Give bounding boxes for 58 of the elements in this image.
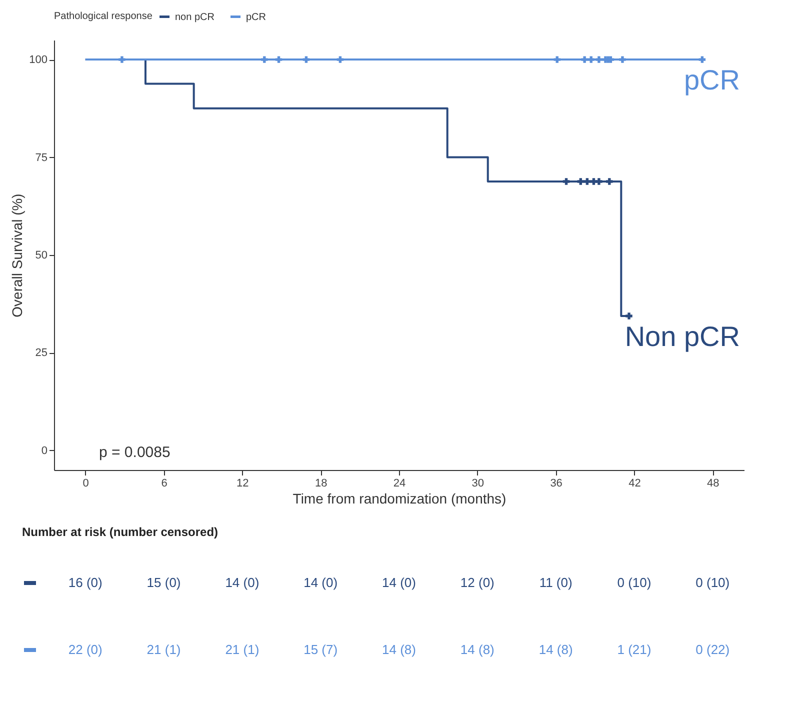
text: 14 (8) (382, 642, 416, 657)
x-tick-label: 18 (314, 478, 328, 490)
text: 11 (0) (539, 575, 572, 590)
y-axis-title: Overall Survival (%) (9, 194, 26, 318)
y-tick-label: 25 (35, 347, 48, 360)
x-tick-label: 36 (550, 478, 562, 490)
text: 14 (8) (538, 642, 573, 657)
x-tick-label: 24 (393, 478, 406, 490)
text: 0 (10) (617, 575, 652, 590)
x-tick-label: 0 (82, 478, 89, 490)
y-tick-label: 50 (35, 250, 48, 262)
point (581, 56, 588, 63)
x-tick-label: 12 (236, 478, 249, 490)
point (118, 56, 126, 63)
x-tick-label: 6 (161, 478, 168, 490)
text: 16 (0) (68, 575, 102, 590)
y-tick-label: 0 (41, 444, 48, 457)
text: 14 (0) (382, 575, 416, 590)
point (261, 56, 268, 63)
point (619, 56, 626, 63)
x-tick-label: 30 (472, 478, 484, 490)
point (596, 56, 602, 63)
point (626, 312, 632, 320)
y-tick-label: 100 (29, 54, 48, 66)
legend-title: Pathological response (54, 11, 153, 22)
point (275, 56, 282, 63)
text: 14 (0) (304, 575, 338, 590)
text: 0 (22) (696, 642, 730, 657)
text: 21 (1) (146, 642, 181, 657)
point (562, 178, 570, 185)
text: 1 (21) (617, 642, 652, 657)
text: 14 (8) (460, 642, 494, 657)
point (577, 178, 584, 185)
text: 22 (0) (68, 642, 102, 657)
point (588, 56, 594, 63)
legend-label: non pCR (175, 12, 214, 23)
point (606, 178, 613, 185)
x-tick-label: 42 (628, 478, 641, 490)
annotation: pCR (684, 64, 740, 96)
point (554, 56, 560, 63)
text: Number at risk (number censored) (22, 525, 218, 539)
legend-label: pCR (246, 12, 266, 23)
point (596, 178, 602, 185)
text: 21 (1) (225, 642, 260, 657)
text: 0 (10) (696, 575, 730, 590)
point (584, 178, 591, 185)
text: 14 (0) (225, 575, 260, 590)
x-axis-title: Time from randomization (months) (292, 490, 506, 506)
text: 15 (7) (304, 642, 338, 657)
annotation: Non pCR (624, 320, 740, 352)
text: 15 (0) (146, 575, 181, 590)
point (302, 56, 310, 63)
y-tick-label: 75 (35, 152, 48, 164)
point (698, 56, 706, 63)
point (336, 56, 344, 63)
x-tick-label: 48 (707, 478, 720, 490)
text: 12 (0) (460, 575, 494, 590)
annotation: p = 0.0085 (99, 444, 170, 461)
